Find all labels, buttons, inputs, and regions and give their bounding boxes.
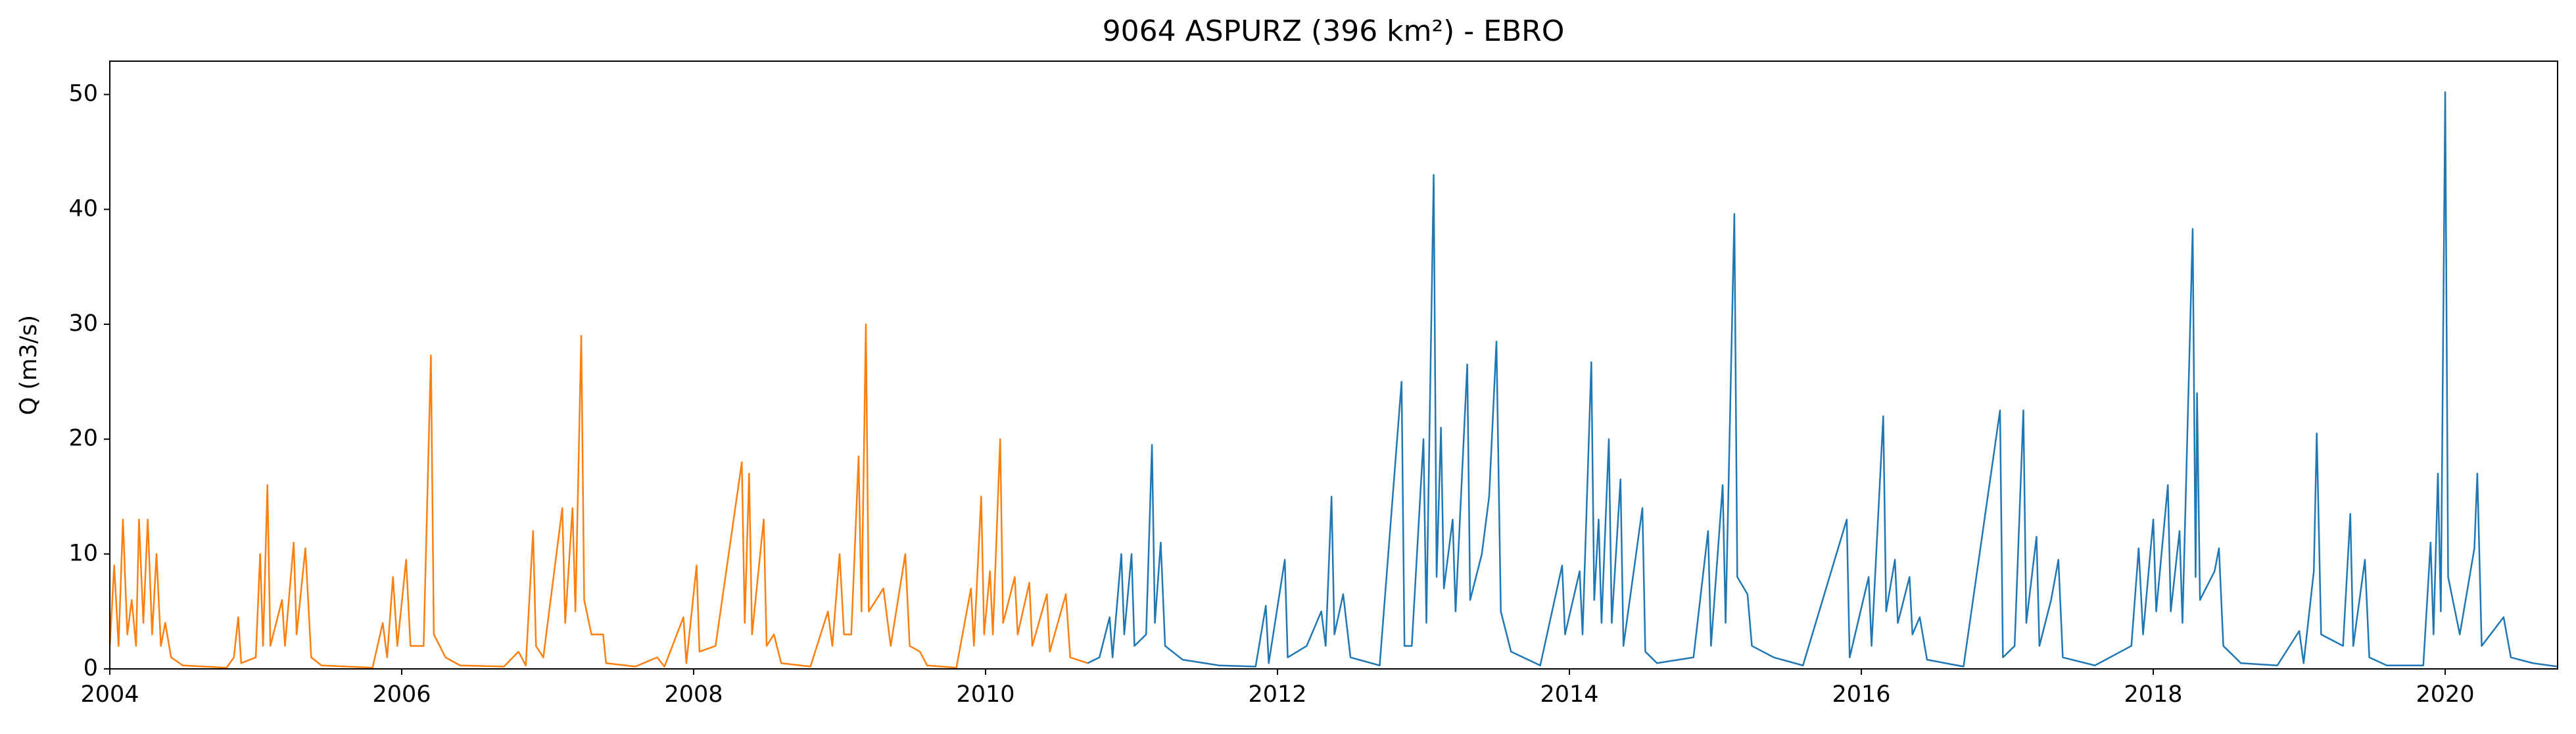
y-tick-label: 40	[68, 195, 98, 222]
y-tick-label: 0	[83, 655, 98, 681]
plot-frame	[109, 61, 2558, 670]
x-tick-label: 2004	[80, 681, 139, 708]
x-tick-label: 2010	[956, 681, 1014, 708]
y-tick-label: 30	[68, 310, 98, 337]
y-tick-label: 50	[68, 81, 98, 107]
y-tick-label: 20	[68, 426, 98, 452]
x-tick-label: 2012	[1248, 681, 1306, 708]
y-tick-label: 10	[68, 540, 98, 566]
series-line	[1087, 91, 2558, 668]
x-tick-label: 2014	[1540, 681, 1598, 708]
chart-title: 9064 ASPURZ (396 km²) - EBRO	[1103, 14, 1565, 48]
series-line	[110, 323, 1088, 669]
x-tick-label: 2006	[372, 681, 431, 708]
y-axis-label: Q (m3/s)	[16, 315, 42, 415]
x-tick-label: 2018	[2124, 681, 2183, 708]
x-tick-label: 2020	[2416, 681, 2475, 708]
x-tick-label: 2008	[664, 681, 723, 708]
x-tick-label: 2016	[1832, 681, 1891, 708]
